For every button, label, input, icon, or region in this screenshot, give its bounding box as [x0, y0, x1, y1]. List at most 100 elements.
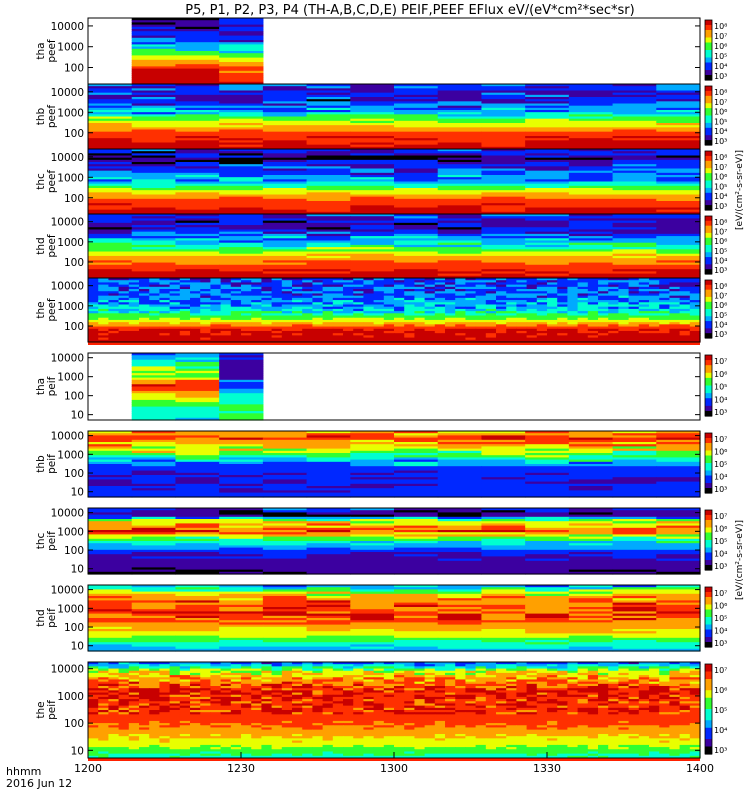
- panel-label: peef: [46, 170, 58, 194]
- colorbar-tick-label: 10⁷: [714, 163, 727, 172]
- colorbar-tick-label: 10⁴: [714, 256, 727, 265]
- colorbar-tick-label: 10⁸: [714, 22, 727, 31]
- colorbar-tick-label: 10⁴: [714, 473, 727, 482]
- colorbar-tick-label: 10⁷: [714, 435, 727, 444]
- colorbar-tick-label: 10³: [714, 202, 727, 211]
- colorbar-tick-label: 10⁵: [714, 52, 727, 61]
- colorbar-tick-label: 10⁸: [714, 153, 727, 162]
- y-tick-label: 100: [64, 468, 84, 480]
- colorbar-tick-label: 10⁵: [714, 311, 727, 320]
- y-tick-label: 100: [64, 545, 84, 557]
- y-tick-label: 100: [64, 321, 84, 333]
- panel-label: peif: [46, 376, 58, 396]
- colorbar-tick-label: 10³: [714, 137, 727, 146]
- y-tick-label: 10000: [51, 21, 84, 33]
- colorbar-tick-label: 10⁷: [714, 589, 727, 598]
- y-tick-label: 10: [71, 564, 84, 576]
- colorbar-tick-label: 10⁶: [714, 525, 727, 534]
- y-tick-label: 1000: [57, 449, 84, 461]
- colorbar-tick-label: 10⁵: [714, 460, 727, 469]
- colorbar-tick-label: 10⁴: [714, 127, 727, 136]
- colorbar-tick-label: 10³: [714, 330, 727, 339]
- colorbar-tick-label: 10⁷: [714, 228, 727, 237]
- y-tick-label: 10: [71, 641, 84, 653]
- colorbar-tick-label: 10⁸: [714, 88, 727, 97]
- panel-label: peif: [46, 454, 58, 474]
- colorbar-tick-label: 10⁶: [714, 173, 727, 182]
- colorbar-tick-label: 10⁶: [714, 301, 727, 310]
- colorbar-tick-label: 10⁵: [714, 182, 727, 191]
- colorbar-tick-label: 10³: [714, 72, 727, 81]
- panel-label: peef: [46, 105, 58, 129]
- y-tick-label: 10000: [51, 431, 84, 443]
- colorbar-6: 10⁷ 10⁶ 10⁵ 10⁴ 10³: [705, 433, 727, 494]
- colorbar-tick-label: 10⁶: [714, 42, 727, 51]
- colorbar-tick-label: 10⁴: [714, 192, 727, 201]
- colorbar-tick-label: 10⁴: [714, 62, 727, 71]
- y-tick-label: 10000: [51, 353, 84, 365]
- colorbar-tick-label: 10⁴: [714, 627, 727, 636]
- colorbar-tick-label: 10⁶: [714, 237, 727, 246]
- y-tick-label: 1000: [57, 42, 84, 54]
- colorbar-tick-label: 10⁷: [714, 292, 727, 301]
- y-tick-label: 1000: [57, 172, 84, 184]
- colorbar-tick-label: 10⁵: [714, 117, 727, 126]
- colorbar-tick-label: 10⁴: [714, 320, 727, 329]
- colorbar-tick-label: 10⁶: [714, 108, 727, 117]
- colorbar-tick-label: 10⁸: [714, 218, 727, 227]
- colorbar-tick-label: 10³: [714, 408, 727, 417]
- colorbar-tick-label: 10⁶: [714, 370, 727, 379]
- colorbar-tick-label: 10³: [714, 485, 727, 494]
- colorbar-tick-label: 10⁶: [714, 448, 727, 457]
- colorbar-tick-label: 10⁵: [714, 537, 727, 546]
- y-tick-label: 100: [64, 63, 84, 75]
- colorbar-tick-label: 10³: [714, 639, 727, 648]
- colorbar-tick-label: 10³: [714, 266, 727, 275]
- y-tick-label: 100: [64, 128, 84, 140]
- y-tick-label: 1000: [57, 107, 84, 119]
- panel-label: peef: [46, 234, 58, 258]
- y-tick-label: 10000: [51, 87, 84, 99]
- y-tick-label: 10000: [51, 508, 84, 520]
- colorbar-tick-label: 10⁷: [714, 98, 727, 107]
- y-tick-label: 10000: [51, 217, 84, 229]
- colorbar-tick-label: 10⁵: [714, 247, 727, 256]
- y-tick-label: 100: [64, 391, 84, 403]
- chart-title: P5, P1, P2, P3, P4 (TH-A,B,C,D,E) PEIF,P…: [185, 3, 634, 18]
- y-tick-label: 1000: [57, 372, 84, 384]
- y-tick-label: 10000: [51, 152, 84, 164]
- y-tick-label: 10000: [51, 585, 84, 597]
- colorbar-tick-label: 10⁷: [714, 512, 727, 521]
- y-tick-label: 1000: [57, 603, 84, 615]
- panel-label: peef: [46, 39, 58, 63]
- colorbar-tick-label: 10⁴: [714, 395, 727, 404]
- y-tick-label: 1000: [57, 301, 84, 313]
- y-tick-label: 100: [64, 257, 84, 269]
- y-tick-label: 1000: [57, 237, 84, 249]
- y-tick-label: 100: [64, 622, 84, 634]
- colorbar-tick-label: 10⁴: [714, 550, 727, 559]
- panel-label: peif: [46, 608, 58, 628]
- colorbar-tick-label: 10⁵: [714, 383, 727, 392]
- panel-label: peef: [46, 298, 58, 322]
- colorbar-tick-label: 10⁵: [714, 614, 727, 623]
- y-tick-label: 1000: [57, 526, 84, 538]
